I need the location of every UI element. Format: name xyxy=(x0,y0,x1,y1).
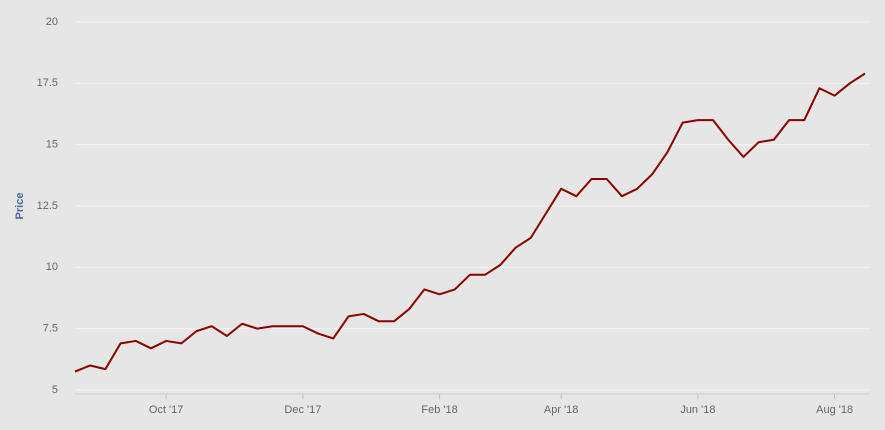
x-tick-label: Aug '18 xyxy=(816,404,853,416)
x-tick-label: Feb '18 xyxy=(421,404,457,416)
y-tick-label: 10 xyxy=(46,261,58,273)
x-tick-label: Oct '17 xyxy=(149,404,184,416)
y-axis-label: Price xyxy=(14,193,26,220)
y-tick-label: 15 xyxy=(46,139,58,151)
y-tick-label: 12.5 xyxy=(37,200,58,212)
x-tick-label: Dec '17 xyxy=(284,404,321,416)
price-line xyxy=(74,72,866,373)
y-tick-label: 7.5 xyxy=(43,323,58,335)
y-tick-label: 5 xyxy=(52,384,58,396)
y-tick-label: 20 xyxy=(46,16,58,28)
x-tick-label: Jun '18 xyxy=(680,404,715,416)
y-tick-label: 17.5 xyxy=(37,77,58,89)
x-tick-label: Apr '18 xyxy=(544,404,579,416)
